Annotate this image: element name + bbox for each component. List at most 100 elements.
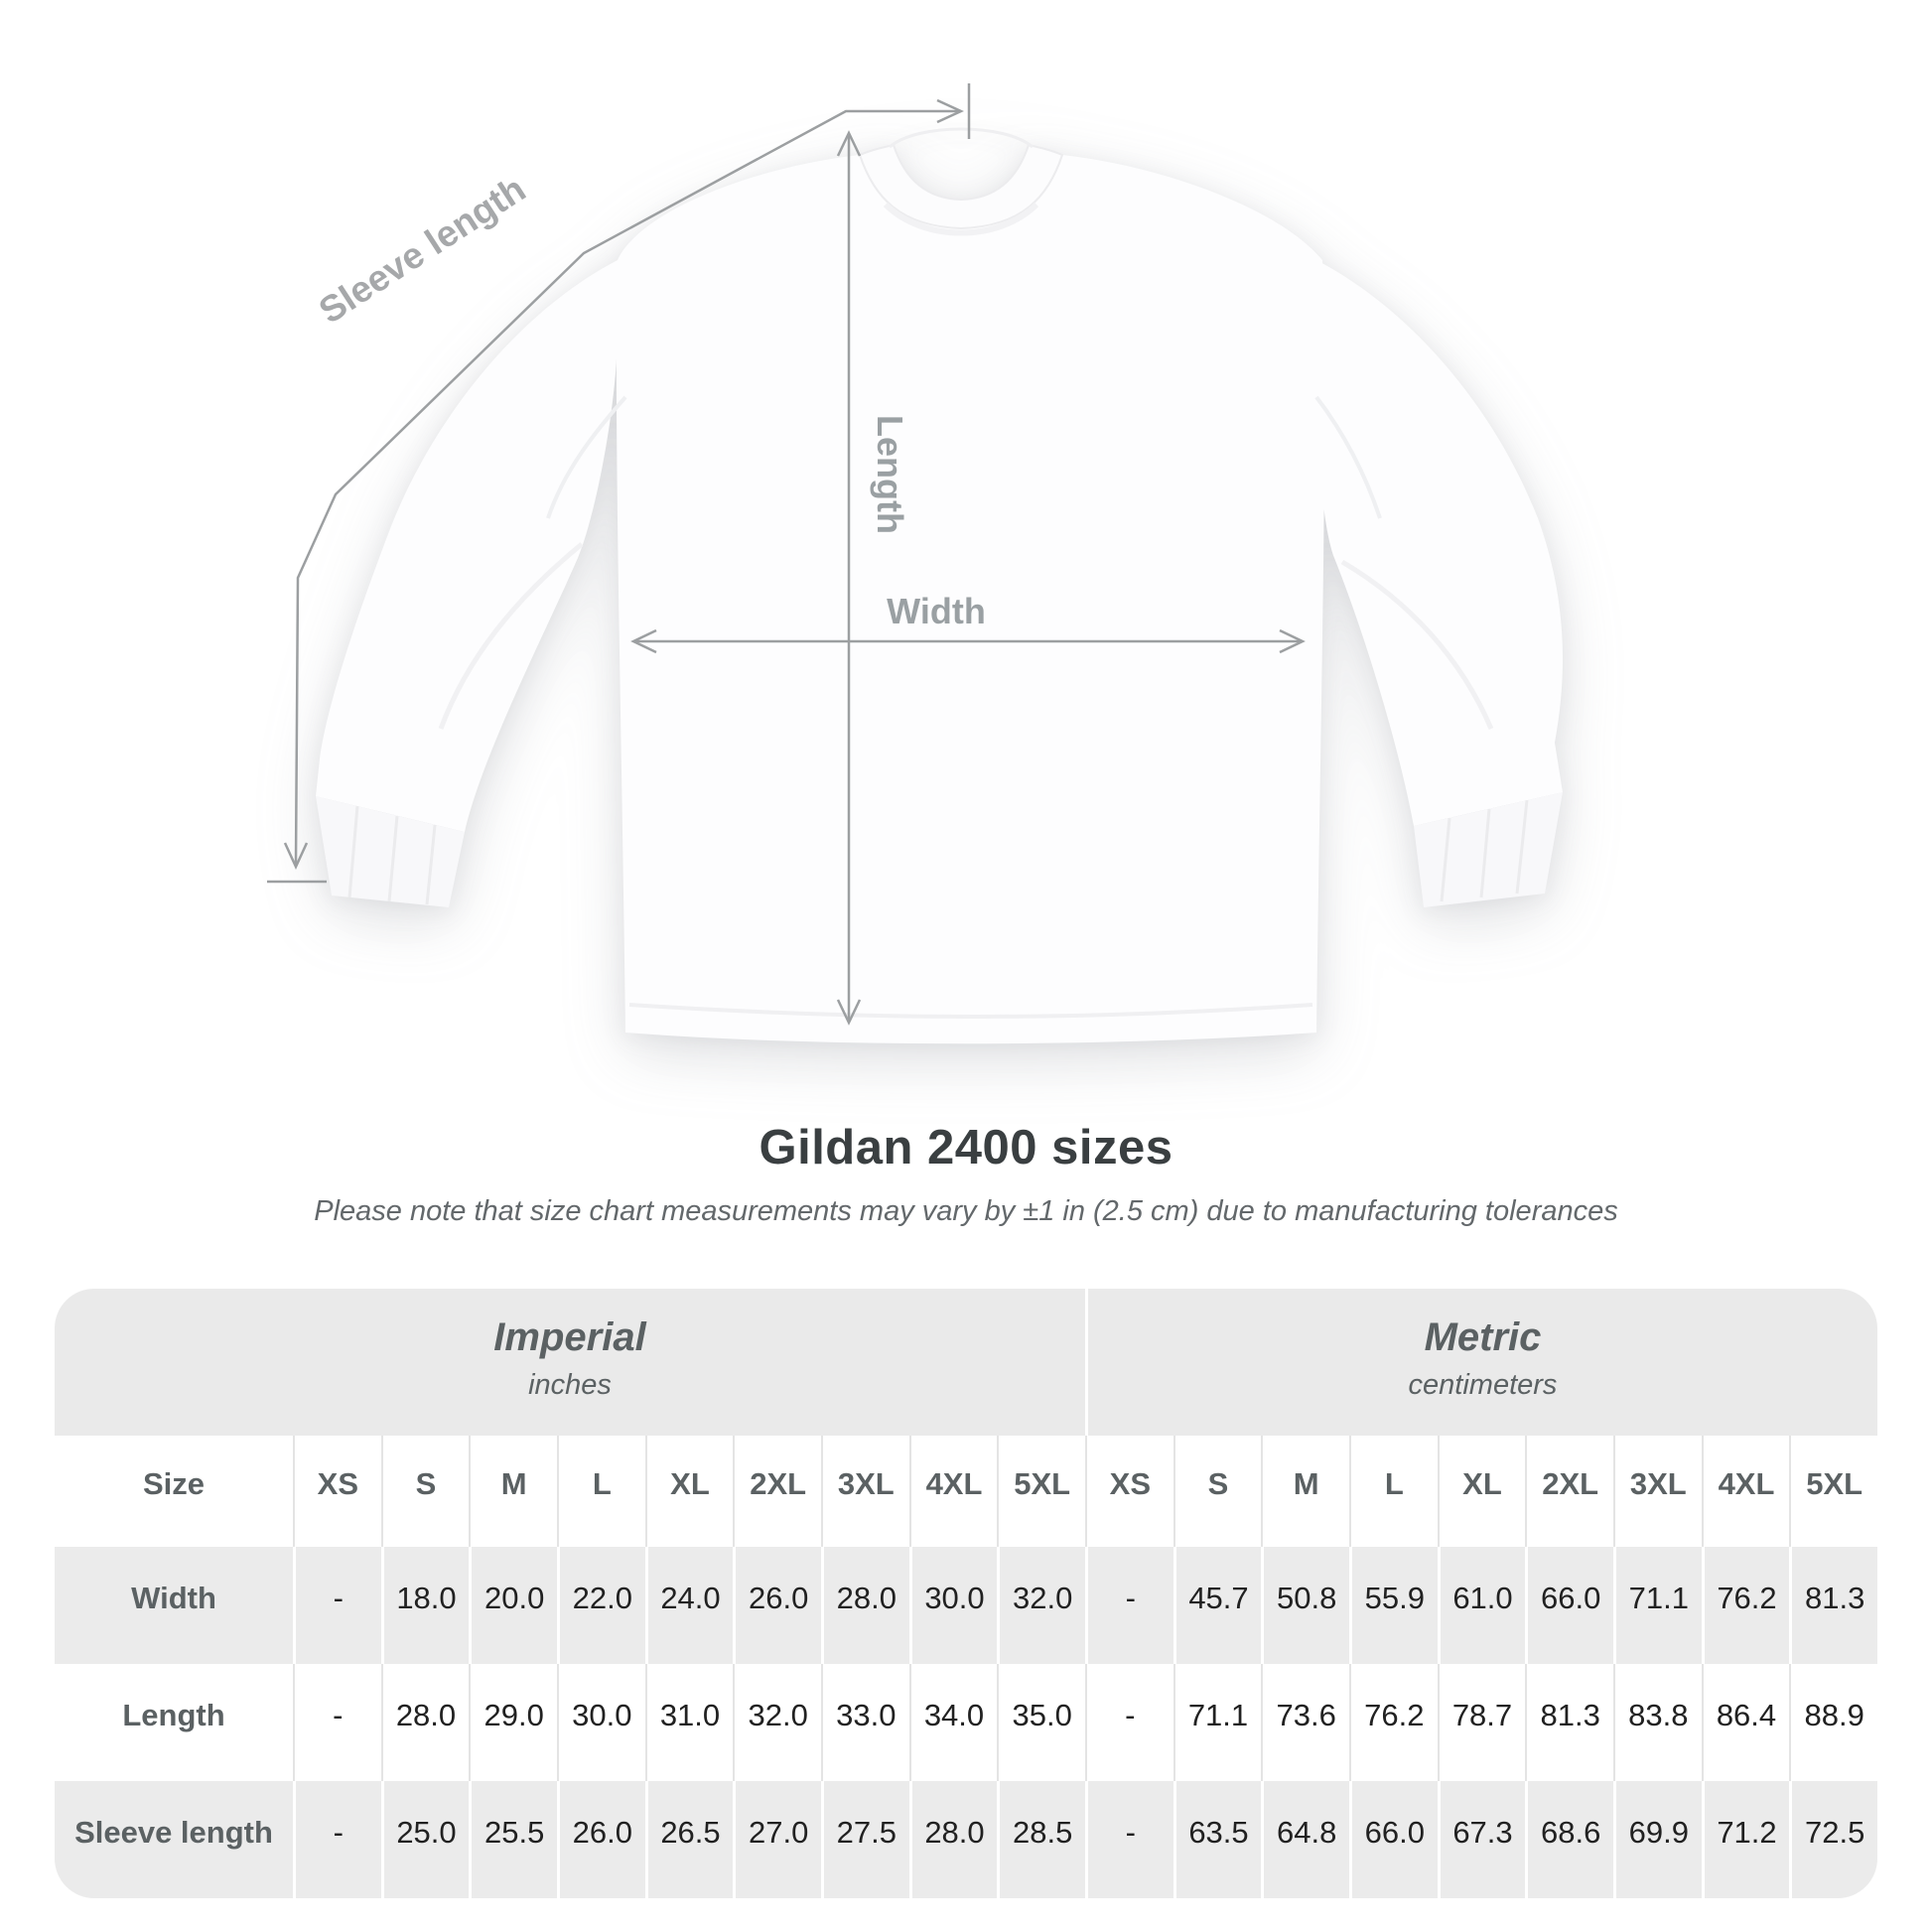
sleeve-metric-3xl: 69.9	[1612, 1781, 1702, 1898]
shirt-left-sleeve	[316, 260, 618, 832]
width-metric-3xl: 71.1	[1612, 1547, 1702, 1664]
sleeve-length-arrow-down	[283, 842, 309, 871]
sleeve-length-arrow-right	[936, 98, 965, 124]
row-label-sleeve-length: Sleeve length	[55, 1781, 293, 1898]
size-col-metric-4xl: 4XL	[1701, 1436, 1790, 1547]
length-imperial-s: 28.0	[380, 1664, 470, 1781]
width-metric-xs: -	[1084, 1547, 1173, 1664]
sleeve-metric-l: 66.0	[1348, 1781, 1438, 1898]
unit-group-metric: Metric centimeters	[1084, 1289, 1877, 1436]
shirt-right-sleeve	[1315, 260, 1564, 826]
measurement-lines	[267, 83, 1306, 1026]
sleeve-metric-4xl: 71.2	[1701, 1781, 1790, 1898]
shirt-measurement-diagram: Sleeve length Length Width	[267, 83, 1564, 1044]
size-col-metric-xs: XS	[1084, 1436, 1173, 1547]
collar-back-line	[889, 127, 1034, 149]
length-imperial-xl: 31.0	[644, 1664, 734, 1781]
width-metric-5xl: 81.3	[1789, 1547, 1877, 1664]
shirt-torso	[616, 155, 1325, 1044]
imperial-group-unit: inches	[528, 1368, 612, 1401]
collar-shadow	[883, 202, 1039, 236]
sleeve-metric-2xl: 68.6	[1525, 1781, 1613, 1898]
metric-group-unit: centimeters	[1408, 1368, 1558, 1401]
length-imperial-m: 29.0	[469, 1664, 557, 1781]
size-header: Size	[55, 1436, 293, 1547]
width-metric-l: 55.9	[1348, 1547, 1438, 1664]
width-arrow-right	[1279, 628, 1306, 654]
width-metric-s: 45.7	[1173, 1547, 1262, 1664]
length-metric-3xl: 83.8	[1612, 1664, 1702, 1781]
sleeve-metric-m: 64.8	[1261, 1781, 1349, 1898]
metric-group-title: Metric	[1424, 1314, 1542, 1359]
left-cuff-ribs	[347, 805, 437, 905]
size-col-imperial-3xl: 3XL	[820, 1436, 909, 1547]
sleeve-imperial-xs: -	[293, 1781, 381, 1898]
length-imperial-3xl: 33.0	[820, 1664, 909, 1781]
unit-group-imperial: Imperial inches	[55, 1289, 1085, 1436]
right-cuff-ribs	[1440, 799, 1529, 902]
width-imperial-5xl: 32.0	[997, 1547, 1085, 1664]
imperial-group-title: Imperial	[493, 1314, 646, 1359]
length-metric-m: 73.6	[1261, 1664, 1349, 1781]
sleeve-imperial-3xl: 27.5	[820, 1781, 909, 1898]
length-imperial-2xl: 32.0	[733, 1664, 821, 1781]
length-imperial-xs: -	[293, 1664, 381, 1781]
length-label: Length	[870, 415, 910, 534]
shirt-diagram-svg: Sleeve length Length Width	[267, 83, 1564, 1044]
length-metric-xs: -	[1084, 1664, 1173, 1781]
sleeve-metric-s: 63.5	[1173, 1781, 1262, 1898]
length-imperial-4xl: 34.0	[908, 1664, 998, 1781]
length-metric-l: 76.2	[1348, 1664, 1438, 1781]
size-table: Imperial inches Metric centimeters Size …	[55, 1289, 1877, 1898]
size-col-metric-5xl: 5XL	[1789, 1436, 1877, 1547]
tolerance-note: Please note that size chart measurements…	[314, 1195, 1618, 1227]
shirt-left-cuff	[316, 796, 465, 907]
sleeve-imperial-s: 25.0	[380, 1781, 470, 1898]
width-metric-2xl: 66.0	[1525, 1547, 1613, 1664]
size-col-imperial-xl: XL	[644, 1436, 734, 1547]
right-armpit-seam	[1314, 395, 1382, 519]
size-col-imperial-m: M	[469, 1436, 557, 1547]
size-col-imperial-l: L	[556, 1436, 645, 1547]
width-label: Width	[887, 591, 986, 631]
hem-line	[628, 1003, 1313, 1019]
right-sleeve-fold	[1340, 559, 1494, 730]
size-col-imperial-4xl: 4XL	[908, 1436, 998, 1547]
width-imperial-xl: 24.0	[644, 1547, 734, 1664]
width-metric-4xl: 76.2	[1701, 1547, 1790, 1664]
row-label-width: Width	[55, 1547, 293, 1664]
left-armpit-seam	[546, 395, 627, 519]
sleeve-metric-5xl: 72.5	[1789, 1781, 1877, 1898]
length-metric-xl: 78.7	[1437, 1664, 1526, 1781]
width-metric-m: 50.8	[1261, 1547, 1349, 1664]
sleeve-imperial-2xl: 27.0	[733, 1781, 821, 1898]
size-col-imperial-xs: XS	[293, 1436, 381, 1547]
shirt-graphic	[316, 127, 1564, 1044]
row-label-length: Length	[55, 1664, 293, 1781]
length-metric-4xl: 86.4	[1701, 1664, 1790, 1781]
width-metric-xl: 61.0	[1437, 1547, 1526, 1664]
width-imperial-m: 20.0	[469, 1547, 557, 1664]
length-metric-s: 71.1	[1173, 1664, 1262, 1781]
sleeve-imperial-m: 25.5	[469, 1781, 557, 1898]
sleeve-metric-xl: 67.3	[1437, 1781, 1526, 1898]
sleeve-imperial-xl: 26.5	[644, 1781, 734, 1898]
sleeve-length-line	[294, 109, 959, 865]
width-arrow-left	[630, 628, 657, 654]
size-col-metric-l: L	[1348, 1436, 1438, 1547]
size-col-metric-2xl: 2XL	[1525, 1436, 1613, 1547]
sleeve-imperial-4xl: 28.0	[908, 1781, 998, 1898]
length-arrow-down	[836, 999, 862, 1026]
length-imperial-5xl: 35.0	[997, 1664, 1085, 1781]
width-imperial-s: 18.0	[380, 1547, 470, 1664]
width-imperial-3xl: 28.0	[820, 1547, 909, 1664]
sleeve-imperial-l: 26.0	[556, 1781, 645, 1898]
size-col-metric-m: M	[1261, 1436, 1349, 1547]
size-col-metric-xl: XL	[1437, 1436, 1526, 1547]
size-col-metric-s: S	[1173, 1436, 1262, 1547]
width-imperial-xs: -	[293, 1547, 381, 1664]
size-col-imperial-5xl: 5XL	[997, 1436, 1085, 1547]
left-sleeve-fold	[438, 542, 584, 730]
width-imperial-2xl: 26.0	[733, 1547, 821, 1664]
sleeve-metric-xs: -	[1084, 1781, 1173, 1898]
